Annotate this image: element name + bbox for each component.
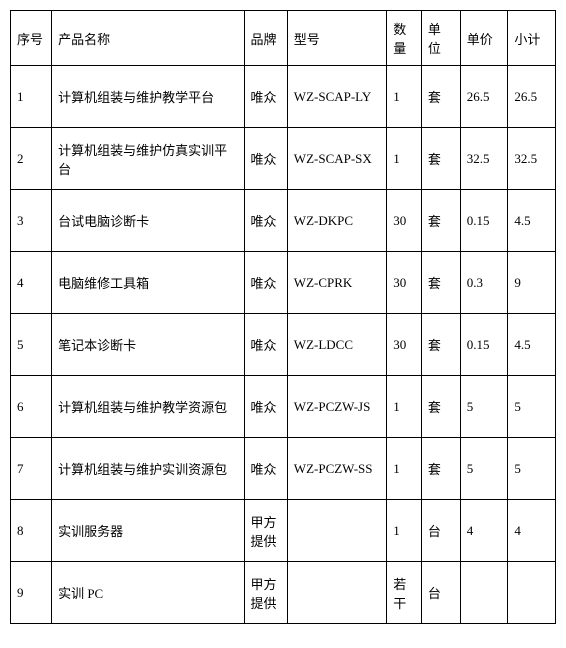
cell-price: 0.15 xyxy=(460,314,508,376)
cell-unit: 套 xyxy=(421,128,460,190)
cell-seq: 3 xyxy=(11,190,52,252)
cell-seq: 9 xyxy=(11,562,52,624)
cell-name: 计算机组装与维护仿真实训平台 xyxy=(52,128,244,190)
cell-unit: 套 xyxy=(421,376,460,438)
cell-qty: 1 xyxy=(387,438,422,500)
cell-seq: 7 xyxy=(11,438,52,500)
cell-brand: 甲方提供 xyxy=(244,562,287,624)
cell-subtotal xyxy=(508,562,556,624)
table-row: 5笔记本诊断卡唯众WZ-LDCC30套0.154.5 xyxy=(11,314,556,376)
header-seq: 序号 xyxy=(11,11,52,66)
header-price: 单价 xyxy=(460,11,508,66)
header-unit: 单位 xyxy=(421,11,460,66)
cell-model: WZ-DKPC xyxy=(287,190,386,252)
cell-price: 5 xyxy=(460,438,508,500)
cell-brand: 唯众 xyxy=(244,438,287,500)
cell-price xyxy=(460,562,508,624)
cell-brand: 唯众 xyxy=(244,252,287,314)
header-qty: 数量 xyxy=(387,11,422,66)
cell-seq: 2 xyxy=(11,128,52,190)
table-body: 1计算机组装与维护教学平台唯众WZ-SCAP-LY1套26.526.52计算机组… xyxy=(11,66,556,624)
table-row: 2计算机组装与维护仿真实训平台唯众WZ-SCAP-SX1套32.532.5 xyxy=(11,128,556,190)
cell-qty: 若干 xyxy=(387,562,422,624)
cell-price: 4 xyxy=(460,500,508,562)
cell-subtotal: 32.5 xyxy=(508,128,556,190)
cell-model: WZ-PCZW-SS xyxy=(287,438,386,500)
table-row: 6计算机组装与维护教学资源包唯众WZ-PCZW-JS1套55 xyxy=(11,376,556,438)
cell-unit: 台 xyxy=(421,562,460,624)
cell-model: WZ-CPRK xyxy=(287,252,386,314)
cell-model: WZ-SCAP-LY xyxy=(287,66,386,128)
table-header-row: 序号 产品名称 品牌 型号 数量 单位 单价 小计 xyxy=(11,11,556,66)
cell-brand: 唯众 xyxy=(244,376,287,438)
cell-model: WZ-PCZW-JS xyxy=(287,376,386,438)
table-row: 3台试电脑诊断卡唯众WZ-DKPC30套0.154.5 xyxy=(11,190,556,252)
cell-name: 实训服务器 xyxy=(52,500,244,562)
cell-brand: 唯众 xyxy=(244,190,287,252)
cell-model xyxy=(287,562,386,624)
cell-qty: 1 xyxy=(387,500,422,562)
table-row: 9实训 PC甲方提供 若干台 xyxy=(11,562,556,624)
cell-price: 0.3 xyxy=(460,252,508,314)
cell-name: 计算机组装与维护实训资源包 xyxy=(52,438,244,500)
cell-price: 0.15 xyxy=(460,190,508,252)
cell-unit: 套 xyxy=(421,438,460,500)
cell-subtotal: 4 xyxy=(508,500,556,562)
cell-unit: 台 xyxy=(421,500,460,562)
header-brand: 品牌 xyxy=(244,11,287,66)
cell-subtotal: 26.5 xyxy=(508,66,556,128)
cell-subtotal: 9 xyxy=(508,252,556,314)
cell-seq: 1 xyxy=(11,66,52,128)
cell-name: 计算机组装与维护教学平台 xyxy=(52,66,244,128)
cell-qty: 30 xyxy=(387,252,422,314)
table-row: 1计算机组装与维护教学平台唯众WZ-SCAP-LY1套26.526.5 xyxy=(11,66,556,128)
cell-unit: 套 xyxy=(421,314,460,376)
header-model: 型号 xyxy=(287,11,386,66)
cell-model: WZ-SCAP-SX xyxy=(287,128,386,190)
cell-brand: 唯众 xyxy=(244,128,287,190)
cell-price: 5 xyxy=(460,376,508,438)
cell-unit: 套 xyxy=(421,252,460,314)
header-name: 产品名称 xyxy=(52,11,244,66)
cell-model xyxy=(287,500,386,562)
cell-qty: 30 xyxy=(387,190,422,252)
cell-subtotal: 5 xyxy=(508,376,556,438)
table-row: 7计算机组装与维护实训资源包唯众WZ-PCZW-SS1套55 xyxy=(11,438,556,500)
cell-seq: 6 xyxy=(11,376,52,438)
cell-name: 台试电脑诊断卡 xyxy=(52,190,244,252)
cell-brand: 甲方提供 xyxy=(244,500,287,562)
cell-model: WZ-LDCC xyxy=(287,314,386,376)
cell-brand: 唯众 xyxy=(244,314,287,376)
cell-unit: 套 xyxy=(421,190,460,252)
cell-name: 实训 PC xyxy=(52,562,244,624)
cell-price: 26.5 xyxy=(460,66,508,128)
cell-brand: 唯众 xyxy=(244,66,287,128)
cell-qty: 1 xyxy=(387,128,422,190)
product-table: 序号 产品名称 品牌 型号 数量 单位 单价 小计 1计算机组装与维护教学平台唯… xyxy=(10,10,556,624)
cell-subtotal: 4.5 xyxy=(508,190,556,252)
table-row: 4电脑维修工具箱唯众WZ-CPRK30套0.39 xyxy=(11,252,556,314)
cell-name: 笔记本诊断卡 xyxy=(52,314,244,376)
cell-subtotal: 5 xyxy=(508,438,556,500)
cell-qty: 1 xyxy=(387,376,422,438)
cell-seq: 5 xyxy=(11,314,52,376)
cell-seq: 4 xyxy=(11,252,52,314)
cell-qty: 30 xyxy=(387,314,422,376)
cell-price: 32.5 xyxy=(460,128,508,190)
cell-name: 电脑维修工具箱 xyxy=(52,252,244,314)
table-row: 8实训服务器甲方提供 1台44 xyxy=(11,500,556,562)
cell-qty: 1 xyxy=(387,66,422,128)
cell-unit: 套 xyxy=(421,66,460,128)
cell-subtotal: 4.5 xyxy=(508,314,556,376)
header-subtotal: 小计 xyxy=(508,11,556,66)
cell-seq: 8 xyxy=(11,500,52,562)
cell-name: 计算机组装与维护教学资源包 xyxy=(52,376,244,438)
